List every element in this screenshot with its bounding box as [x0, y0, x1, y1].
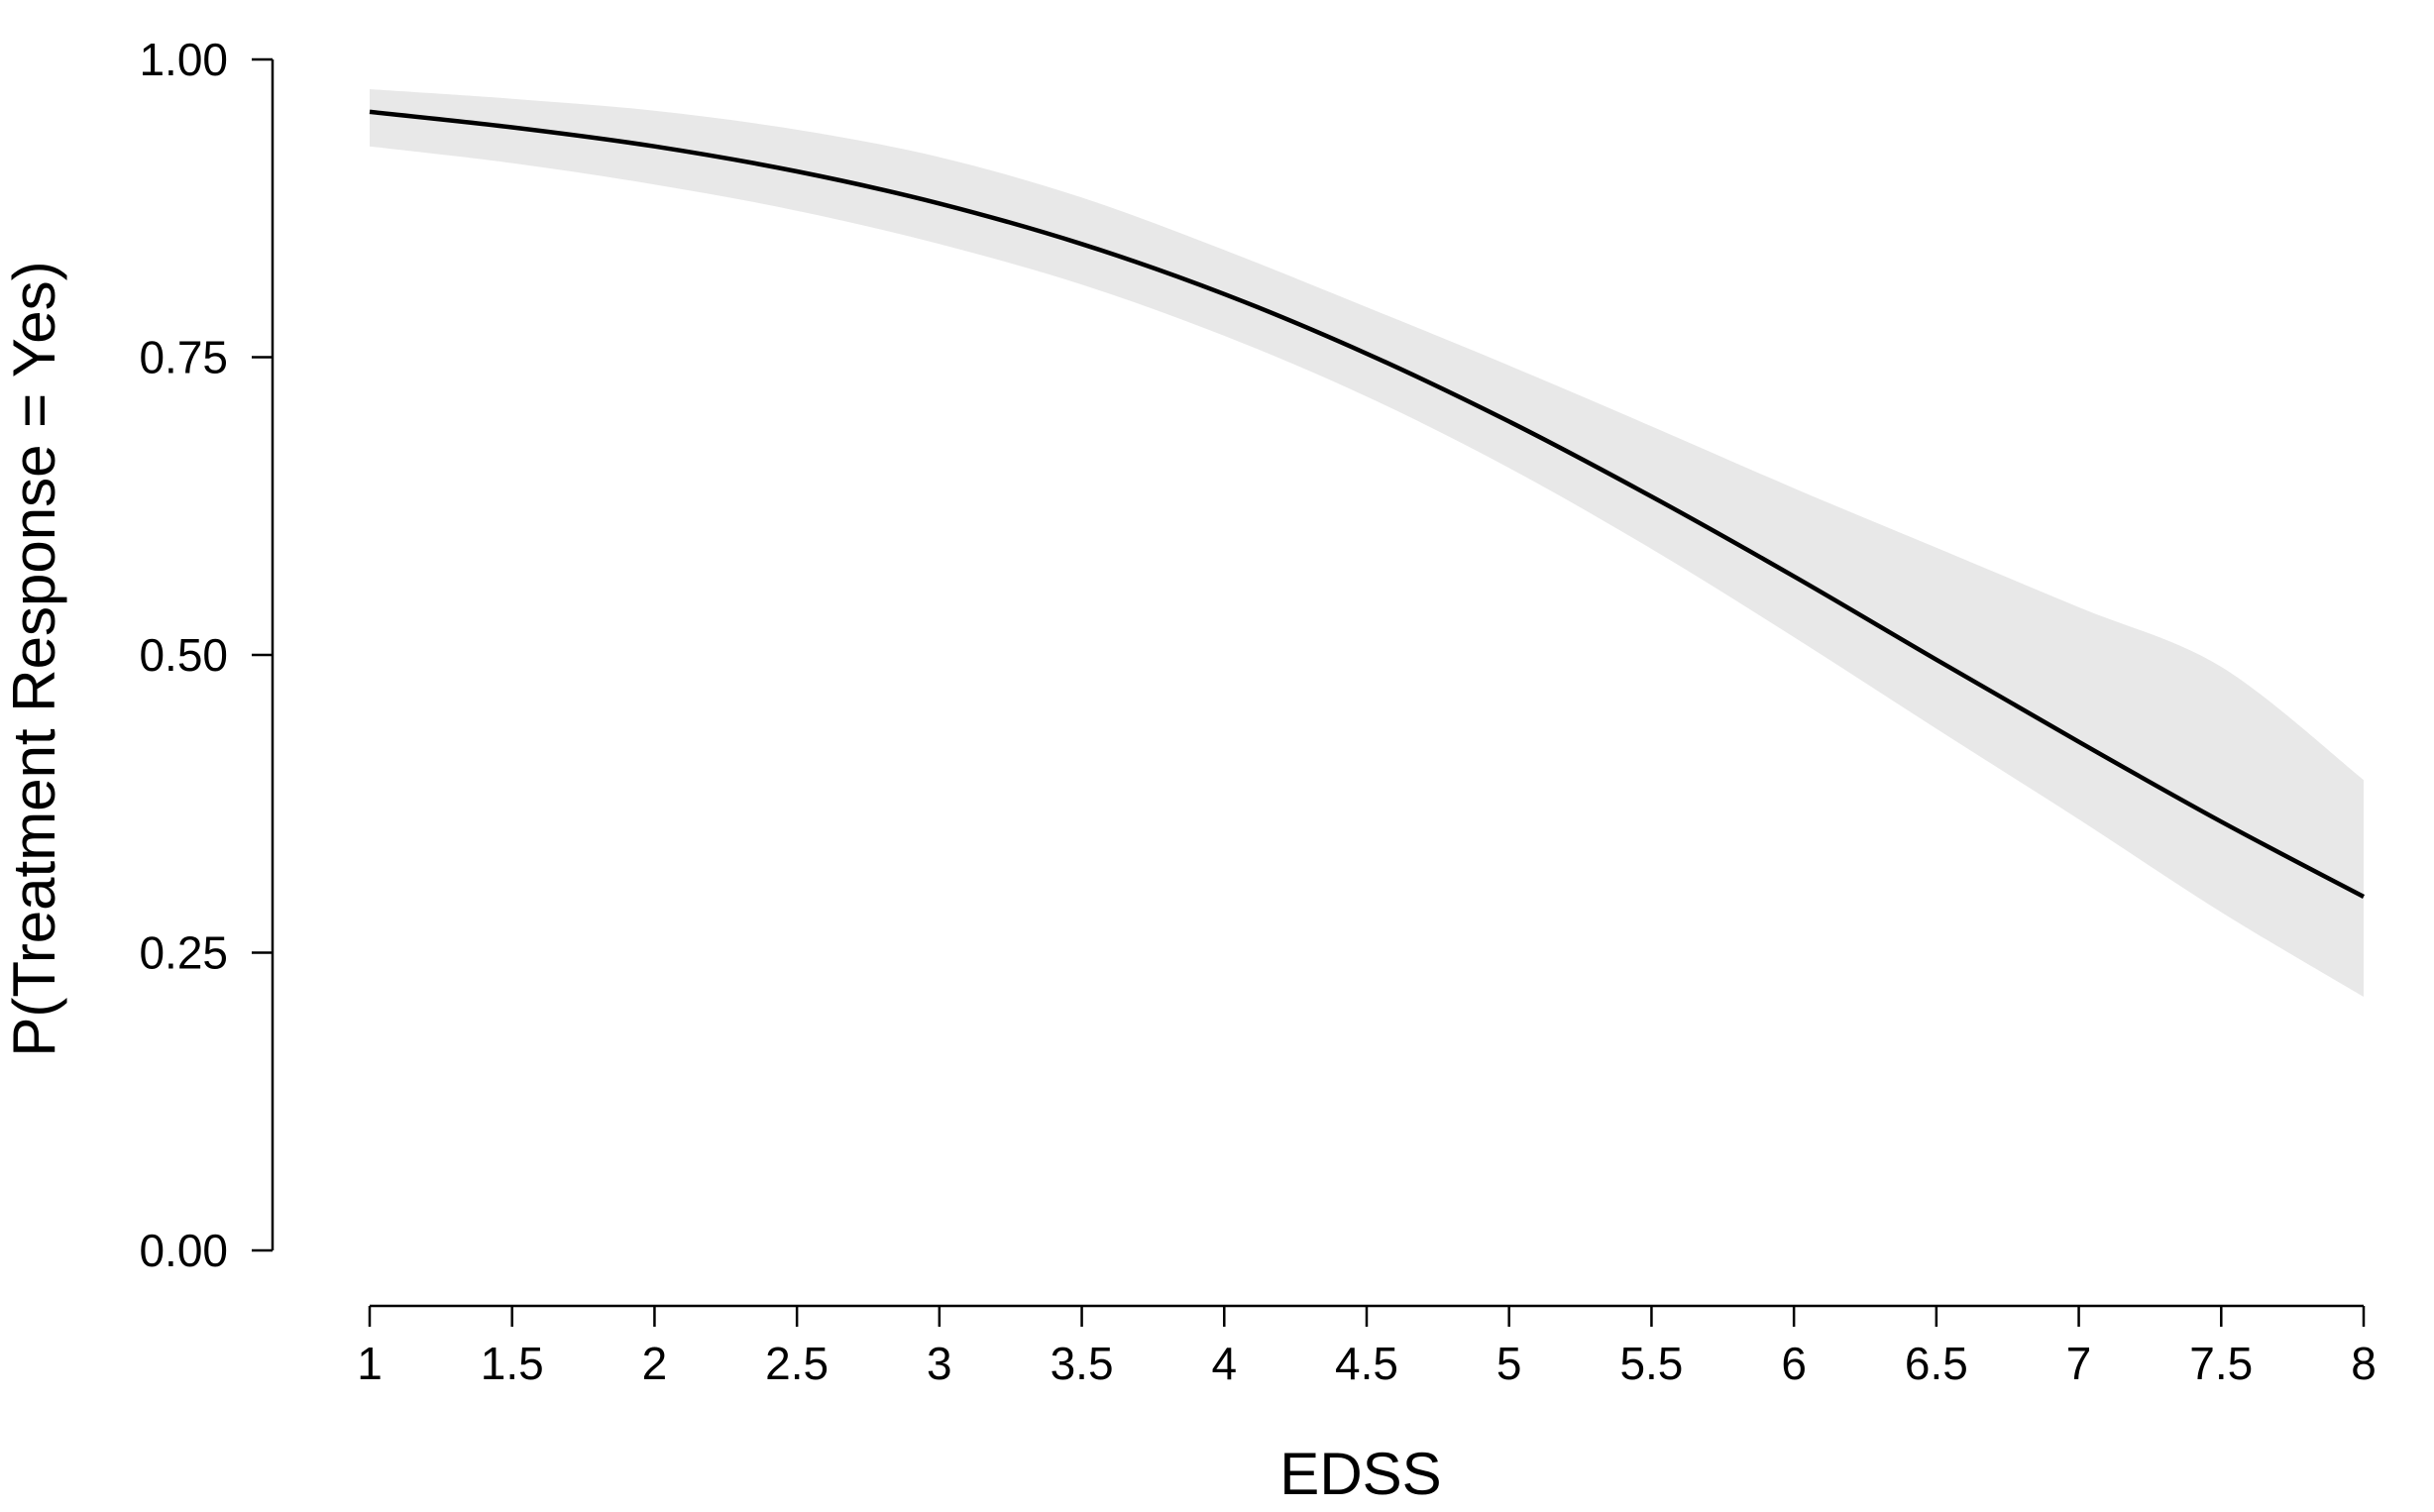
y-tick-label: 0.50 — [139, 629, 228, 681]
x-axis: 1 1.5 2 2.5 3 3.5 4 4.5 5 5.5 6 6.5 7 7.5 8 — [357, 1304, 2377, 1389]
x-tick-label: 6 — [1781, 1338, 1807, 1389]
y-tick-label: 0.25 — [139, 927, 228, 979]
x-tick-label: 5 — [1496, 1338, 1522, 1389]
confidence-band — [370, 89, 2364, 997]
x-tick-label: 1 — [357, 1338, 383, 1389]
x-tick-label: 6.5 — [1905, 1338, 1968, 1389]
y-axis: 0.00 0.25 0.50 0.75 1.00 — [139, 34, 275, 1276]
x-tick-label: 7.5 — [2189, 1338, 2253, 1389]
x-axis-title: EDSS — [1279, 1441, 1441, 1507]
x-tick-label: 1.5 — [481, 1338, 544, 1389]
y-tick-label: 0.00 — [139, 1225, 228, 1276]
x-tick-label: 2.5 — [765, 1338, 829, 1389]
y-axis-title: P(Treatment Response = Yes) — [1, 261, 67, 1056]
series-line-layer — [369, 109, 2366, 899]
series-line — [369, 109, 2366, 899]
y-tick-label: 0.75 — [139, 332, 228, 383]
x-tick-label: 3.5 — [1051, 1338, 1114, 1389]
x-tick-label: 2 — [642, 1338, 668, 1389]
x-tick-label: 4.5 — [1335, 1338, 1398, 1389]
x-tick-label: 7 — [2066, 1338, 2092, 1389]
x-tick-label: 5.5 — [1619, 1338, 1683, 1389]
x-tick-label: 8 — [2351, 1338, 2377, 1389]
y-tick-label: 1.00 — [139, 34, 228, 85]
x-tick-label: 3 — [927, 1338, 952, 1389]
x-tick-label: 4 — [1211, 1338, 1237, 1389]
confidence-band-layer — [370, 89, 2364, 997]
